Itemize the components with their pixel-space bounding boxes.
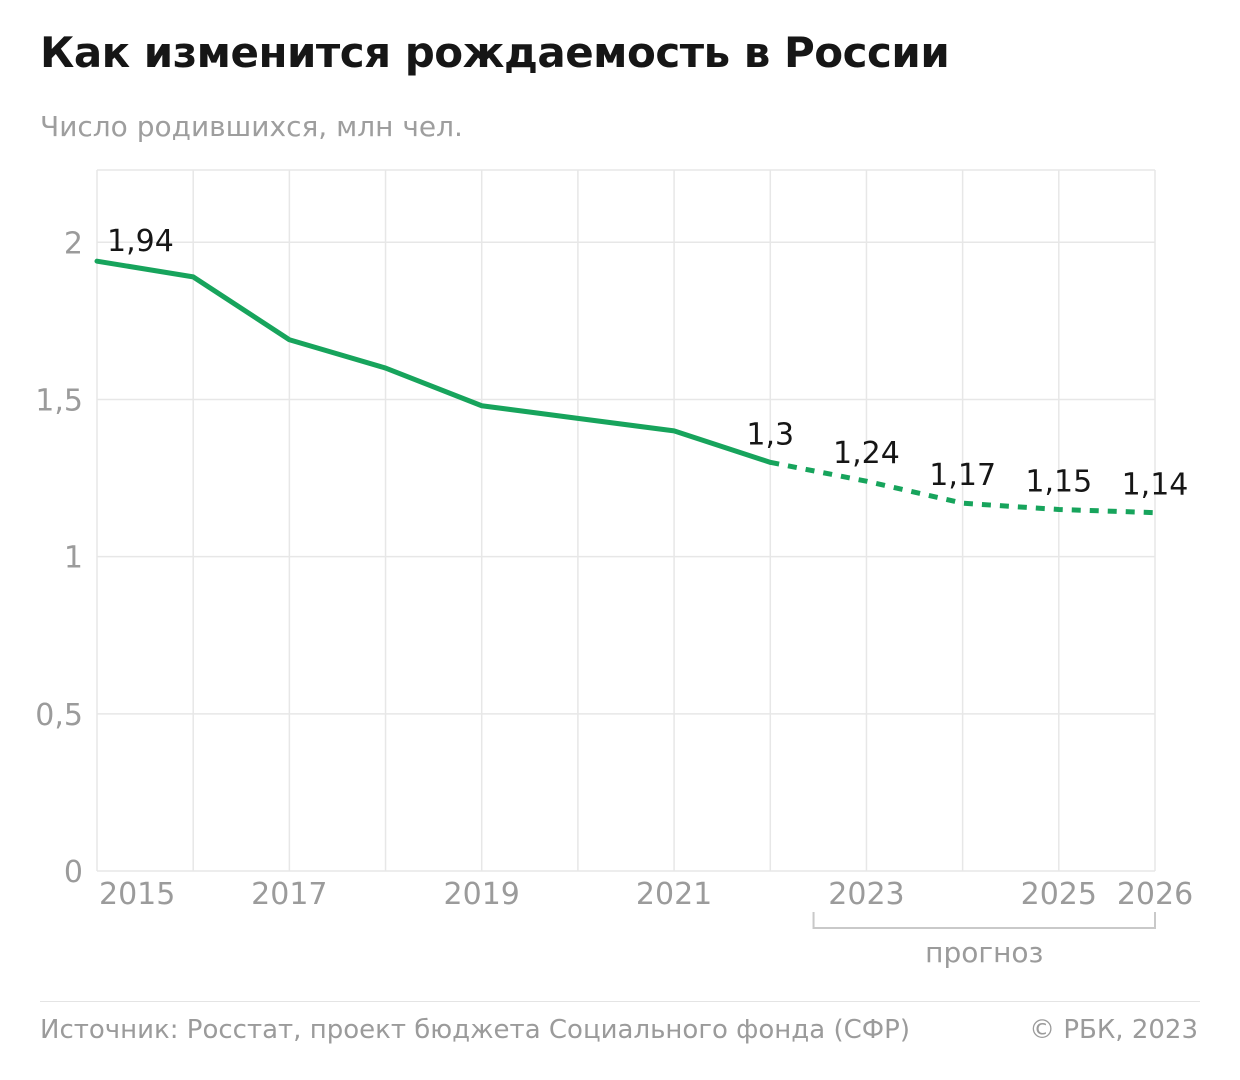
point-value-label: 1,3 [746, 417, 794, 452]
x-axis-tick-label: 2021 [636, 877, 712, 912]
x-axis-tick-label: 2015 [99, 877, 175, 912]
x-axis-tick-label: 2023 [828, 877, 904, 912]
point-value-label: 1,15 [1025, 464, 1092, 499]
forecast-line [769, 459, 1156, 516]
x-axis-tick-label: 2017 [251, 877, 327, 912]
copyright-text: © РБК, 2023 [1029, 1015, 1198, 1045]
source-text: Источник: Росстат, проект бюджета Социал… [40, 1015, 910, 1045]
x-axis-tick-label: 2019 [444, 877, 520, 912]
forecast-bracket [812, 912, 1156, 929]
y-axis-tick-label: 1,5 [35, 383, 83, 418]
y-axis-tick-label: 1 [64, 541, 83, 576]
forecast-bracket-label: прогноз [925, 936, 1043, 969]
point-value-label: 1,17 [929, 458, 996, 493]
point-value-label: 1,14 [1122, 468, 1189, 503]
y-axis-tick-label: 2 [64, 226, 83, 261]
x-axis-tick-label: 2025 [1021, 877, 1097, 912]
y-axis-tick-label: 0 [64, 855, 83, 890]
x-axis-tick-label: 2026 [1117, 877, 1193, 912]
footer-divider [40, 1001, 1200, 1002]
actual-line [94, 258, 773, 465]
point-value-label: 1,24 [833, 436, 900, 471]
page-title: Как изменится рождаемость в России [40, 28, 950, 77]
chart-subtitle: Число родившихся, млн чел. [40, 110, 463, 143]
y-axis-tick-label: 0,5 [35, 698, 83, 733]
point-value-label: 1,94 [107, 224, 174, 259]
